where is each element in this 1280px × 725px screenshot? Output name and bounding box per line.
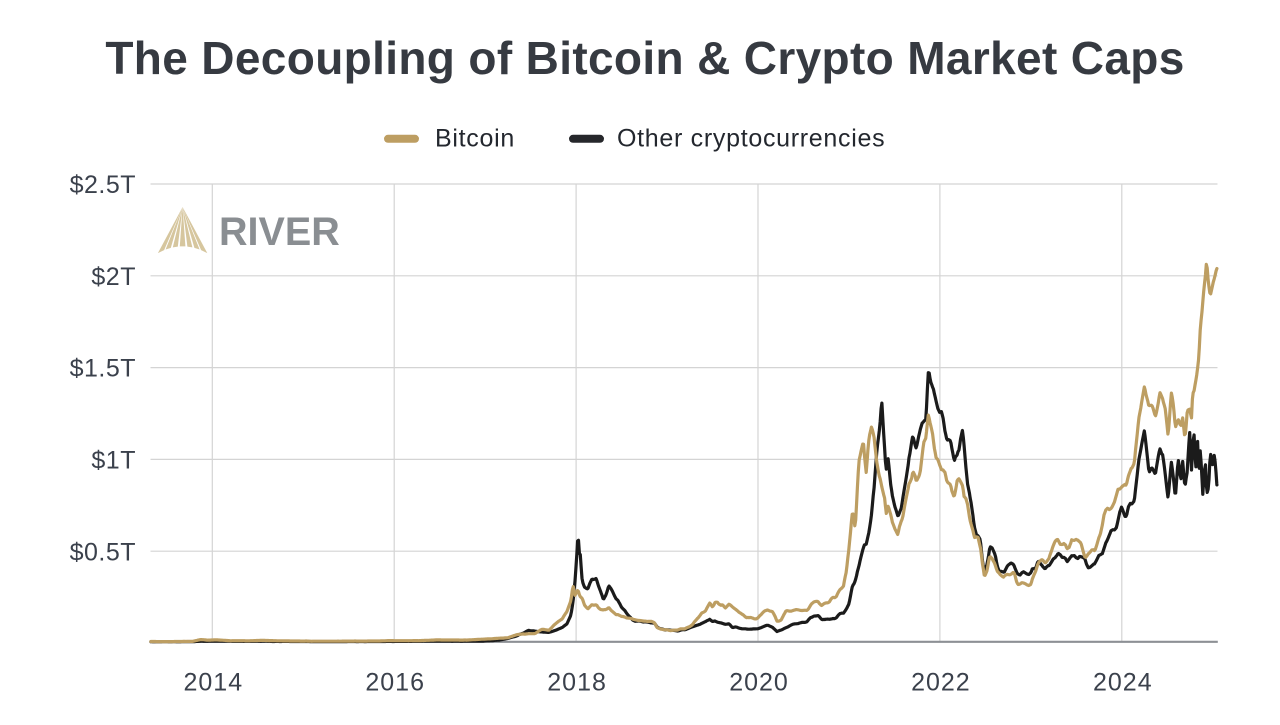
svg-text:$1T: $1T xyxy=(91,447,136,475)
svg-text:Other cryptocurrencies: Other cryptocurrencies xyxy=(617,125,885,153)
svg-text:2022: 2022 xyxy=(911,669,971,697)
svg-text:2014: 2014 xyxy=(183,669,243,697)
svg-text:2020: 2020 xyxy=(729,669,789,697)
svg-text:The Decoupling of Bitcoin & Cr: The Decoupling of Bitcoin & Crypto Marke… xyxy=(105,32,1184,84)
svg-text:$0.5T: $0.5T xyxy=(70,538,136,566)
svg-text:Bitcoin: Bitcoin xyxy=(435,125,515,153)
svg-text:2024: 2024 xyxy=(1093,669,1153,697)
svg-text:$1.5T: $1.5T xyxy=(70,355,136,383)
svg-text:2016: 2016 xyxy=(365,669,425,697)
svg-text:$2T: $2T xyxy=(91,263,136,291)
svg-text:2018: 2018 xyxy=(547,669,607,697)
svg-text:RIVER: RIVER xyxy=(219,210,340,254)
svg-text:$2.5T: $2.5T xyxy=(70,171,136,199)
